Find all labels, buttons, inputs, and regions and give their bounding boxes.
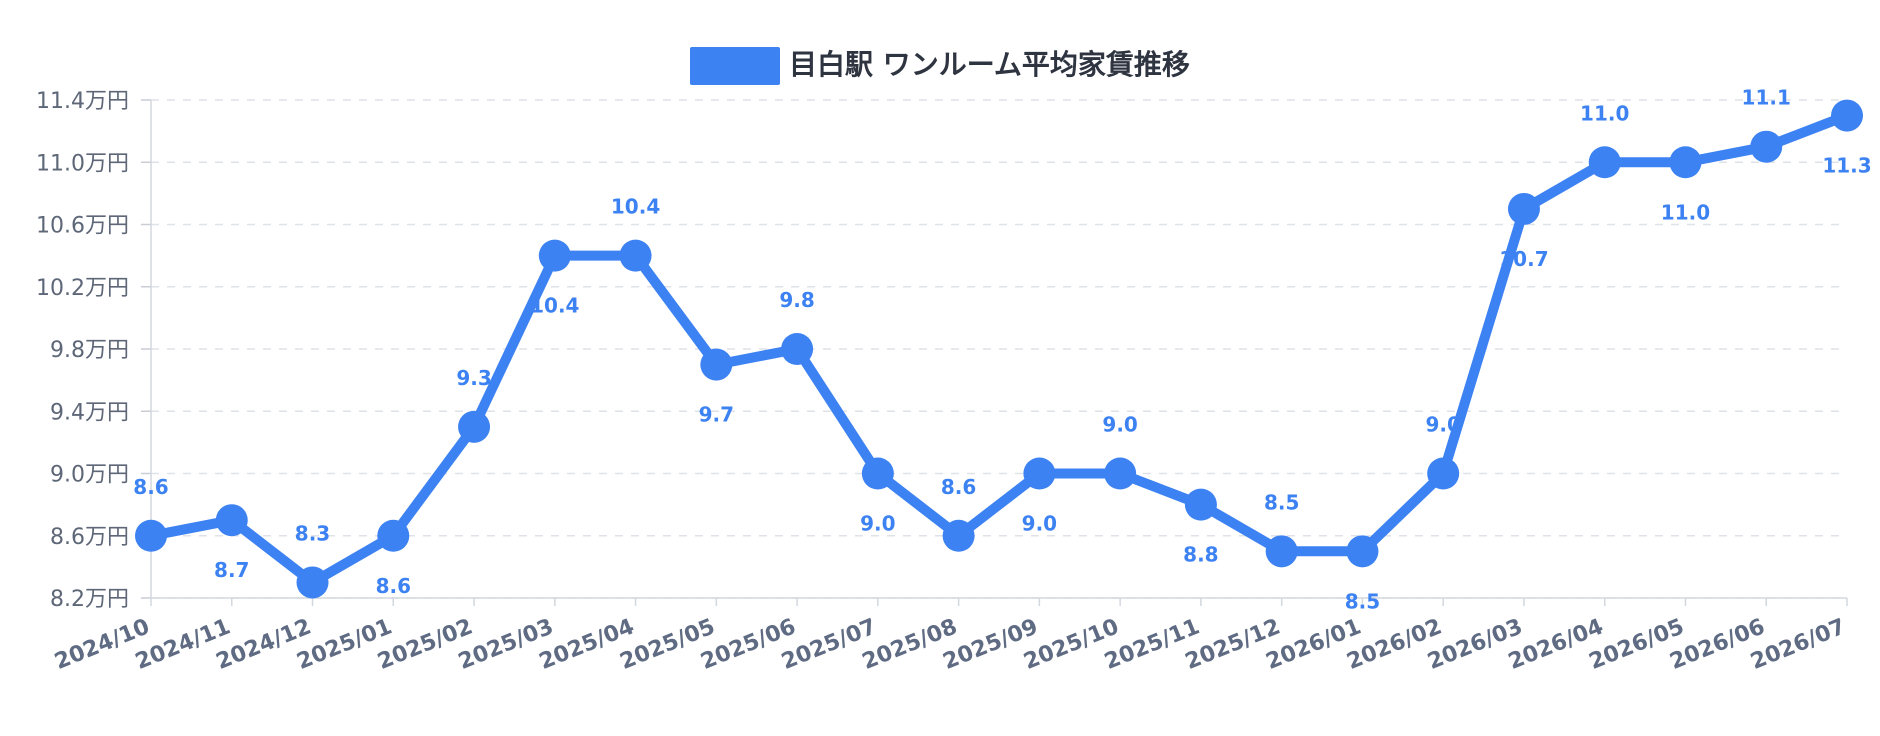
y-tick-label: 10.6万円	[36, 214, 129, 239]
data-label: 8.6	[133, 475, 168, 499]
series-points	[135, 99, 1863, 599]
y-tick-label: 10.2万円	[36, 276, 129, 301]
data-point[interactable]	[1750, 130, 1783, 163]
data-label: 9.0	[1022, 512, 1057, 536]
data-label: 9.0	[1425, 413, 1460, 437]
data-point[interactable]	[458, 410, 491, 443]
data-label: 10.7	[1499, 247, 1548, 271]
data-point[interactable]	[1023, 457, 1056, 490]
data-point[interactable]	[377, 519, 410, 552]
y-tick-label: 9.0万円	[50, 463, 129, 488]
data-point[interactable]	[1588, 146, 1621, 179]
y-tick-label: 11.0万円	[36, 151, 129, 176]
data-point[interactable]	[781, 333, 814, 365]
data-label: 9.8	[779, 288, 814, 312]
data-point[interactable]	[135, 519, 167, 552]
data-label: 8.5	[1264, 490, 1299, 514]
legend-swatch	[690, 47, 780, 85]
data-point[interactable]	[942, 519, 975, 552]
axes	[141, 99, 1848, 606]
data-point[interactable]	[1346, 535, 1379, 568]
y-tick-label: 9.4万円	[50, 400, 129, 425]
data-label: 9.3	[456, 366, 491, 390]
data-point[interactable]	[538, 239, 571, 272]
data-label: 8.8	[1183, 543, 1218, 567]
data-point[interactable]	[215, 504, 248, 537]
data-label: 9.0	[860, 512, 895, 536]
y-tick-label: 9.8万円	[50, 338, 129, 363]
data-point[interactable]	[1507, 192, 1540, 225]
data-label: 10.4	[530, 294, 579, 318]
data-label: 11.0	[1580, 101, 1629, 125]
y-tick-label: 8.2万円	[50, 587, 129, 612]
y-tick-label: 8.6万円	[50, 525, 129, 550]
gridlines	[151, 99, 1847, 599]
data-label: 8.3	[295, 521, 330, 545]
data-point[interactable]	[1184, 488, 1217, 521]
legend-label: 目白駅 ワンルーム平均家賃推移	[789, 48, 1190, 81]
y-axis-ticks: 8.2万円 8.6万円 9.0万円 9.4万円 9.8万円 10.2万円 10.6万円 11.…	[36, 89, 129, 612]
x-axis-ticks: 2024/102024/112024/122025/012025/022025/…	[51, 614, 1849, 675]
series-line-path	[146, 110, 1852, 588]
series-line	[146, 110, 1852, 588]
data-label: 11.1	[1742, 86, 1791, 110]
data-label: 8.6	[941, 475, 976, 499]
data-point[interactable]	[1831, 99, 1863, 132]
data-point[interactable]	[1427, 457, 1460, 490]
data-point[interactable]	[296, 566, 329, 599]
data-point[interactable]	[1669, 146, 1702, 179]
data-label: 9.0	[1102, 413, 1137, 437]
data-point[interactable]	[619, 239, 652, 272]
data-point[interactable]	[700, 348, 733, 381]
data-point[interactable]	[861, 457, 894, 490]
data-label: 8.5	[1345, 589, 1380, 613]
data-point[interactable]	[1265, 535, 1298, 568]
data-label: 9.7	[699, 403, 734, 427]
data-label: 8.6	[376, 574, 411, 598]
data-label: 8.7	[214, 558, 249, 582]
legend[interactable]: 目白駅 ワンルーム平均家賃推移	[690, 47, 1190, 85]
data-label: 10.4	[611, 195, 660, 219]
data-label: 11.0	[1661, 200, 1710, 224]
y-tick-label: 11.4万円	[36, 89, 129, 114]
data-labels: 8.6 8.7 8.3 8.6 9.3 10.4 10.4 9.7 9.8 9.0 8.6 9.0 9.…	[133, 86, 1871, 614]
data-label: 11.3	[1822, 154, 1871, 178]
data-point[interactable]	[1104, 457, 1137, 490]
